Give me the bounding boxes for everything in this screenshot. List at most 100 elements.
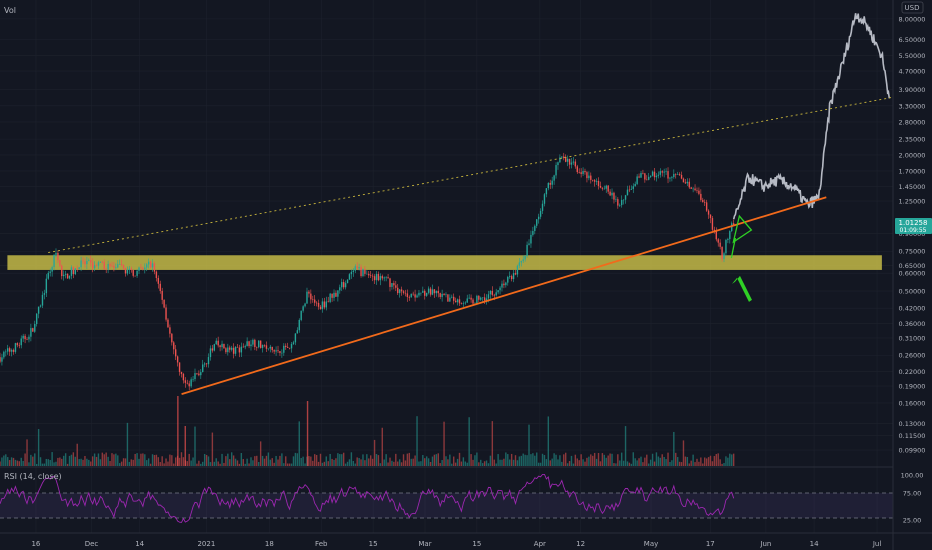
candle-body: [70, 267, 73, 276]
candle-body: [283, 345, 285, 353]
time-axis[interactable]: 16 Dec 14 2021 18 Feb 15 Mar 15 Apr 12 May 17 Jun 14 Ju…: [31, 540, 881, 548]
volume-bar: [369, 455, 372, 466]
price-tick-label: 0.31000: [899, 334, 926, 342]
volume-bar: [174, 457, 177, 466]
candle-body: [470, 297, 472, 300]
candle-body: [439, 293, 441, 297]
candle-body: [412, 293, 414, 295]
volume-bar: [634, 458, 636, 466]
volume-bar: [443, 421, 445, 466]
volume-bar: [248, 463, 250, 466]
candle-body: [364, 269, 366, 274]
volume-bar: [425, 456, 428, 466]
volume-bar: [497, 454, 499, 466]
candle-body: [530, 234, 532, 244]
candle-body: [524, 256, 526, 260]
candle-body: [47, 272, 49, 279]
volume-bar: [273, 462, 275, 466]
vol-indicator-label[interactable]: Vol: [4, 6, 16, 15]
candle-body: [273, 350, 275, 352]
volume-bar: [265, 455, 268, 466]
volume-bar: [522, 453, 524, 466]
candle-body: [429, 288, 432, 295]
candle-body: [136, 270, 138, 276]
volume-bar: [95, 456, 98, 466]
candle-body: [227, 347, 229, 353]
volume-bar: [516, 460, 519, 466]
volume-bar: [503, 458, 505, 466]
volume-bar: [418, 461, 420, 466]
volume-bar: [211, 432, 214, 466]
candle-body: [362, 269, 364, 277]
volume-bar: [458, 452, 461, 466]
candle-body: [731, 223, 733, 232]
candle-body: [732, 223, 735, 225]
rsi-line: [0, 473, 735, 523]
price-tick-label: 0.11500: [899, 432, 926, 440]
drawn-lines[interactable]: [48, 96, 894, 395]
candle-body: [248, 341, 250, 347]
candle-body: [294, 333, 297, 343]
price-badge-value: 1.01258: [899, 219, 928, 227]
candle-body: [267, 348, 270, 350]
candle-body: [321, 301, 324, 310]
candle-body: [319, 306, 322, 310]
volume-bar: [246, 458, 248, 466]
currency-label[interactable]: USD: [905, 4, 920, 12]
candle-body: [648, 176, 650, 180]
time-tick-label: 18: [265, 540, 274, 548]
volume-bar: [470, 454, 472, 466]
volume-bar: [530, 454, 532, 466]
candle-body: [72, 267, 75, 275]
volume-bar: [35, 463, 38, 466]
candle-body: [578, 172, 580, 173]
price-tick-label: 0.50000: [899, 288, 926, 296]
candle-body: [528, 243, 530, 245]
volume-bar: [198, 460, 200, 466]
candle-body: [622, 199, 625, 201]
volume-bar: [267, 452, 270, 466]
volume-bar: [447, 459, 449, 466]
candle-body: [24, 335, 26, 340]
volume-bar: [186, 461, 188, 466]
volume-bar: [495, 463, 497, 466]
candle-body: [288, 347, 291, 349]
volume-bar: [286, 463, 289, 466]
candle-body: [410, 293, 412, 298]
candle-body: [418, 292, 420, 296]
volume-bar: [315, 454, 318, 466]
candle-body: [389, 278, 391, 287]
volume-bar: [385, 454, 387, 466]
volume-bar: [88, 459, 90, 466]
price-axis[interactable]: 8.00000 6.50000 5.50000 4.70000 3.90000 3.300…: [899, 15, 926, 454]
candle-body: [101, 261, 104, 263]
candle-body: [541, 203, 544, 211]
candle-body: [503, 283, 505, 286]
candle-body: [80, 260, 82, 268]
volume-bar: [82, 459, 84, 466]
candle-body: [246, 341, 248, 347]
rsi-indicator-label[interactable]: RSI (14, close): [4, 472, 62, 481]
volume-bar: [553, 453, 555, 466]
volume-bar: [153, 454, 156, 466]
price-tick-label: 1.25000: [899, 198, 926, 206]
candle-body: [624, 195, 627, 200]
candle-body: [729, 231, 731, 240]
candle-body: [576, 166, 578, 173]
volume-bar: [66, 463, 69, 466]
volume-bar: [576, 458, 578, 466]
volume-bar: [302, 456, 304, 466]
volume-bar: [300, 457, 302, 466]
candle-body: [564, 158, 567, 162]
volume-bar: [707, 457, 710, 466]
volume-bar: [53, 462, 55, 466]
volume-bar: [690, 460, 692, 466]
candle-body: [545, 188, 548, 195]
candle-body: [63, 274, 65, 277]
candle-body: [458, 299, 461, 304]
candle-body: [230, 347, 233, 350]
volume-bar: [574, 454, 577, 466]
volume-bar: [649, 459, 652, 466]
volume-bar: [481, 463, 484, 466]
